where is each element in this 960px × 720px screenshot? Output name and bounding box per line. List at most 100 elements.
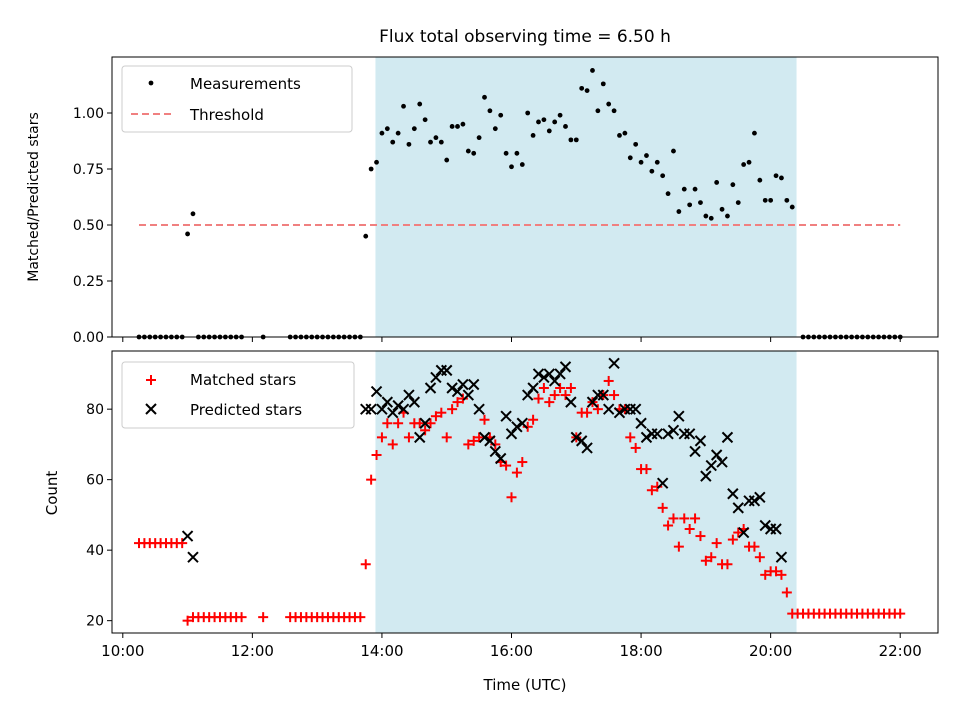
predicted-star-point <box>360 403 372 415</box>
measurement-point <box>525 110 531 116</box>
matched-star-point <box>479 414 490 425</box>
matched-star-point <box>430 411 441 422</box>
matched-star-point <box>722 559 733 570</box>
measurement-point <box>611 108 617 114</box>
y-tick-label: 20 <box>86 614 104 630</box>
matched-star-point <box>528 414 539 425</box>
predicted-star-point <box>613 406 626 419</box>
measurement-point <box>752 130 757 136</box>
measurement-point <box>773 173 779 179</box>
matched-star-point <box>560 390 571 401</box>
measurement-point <box>789 204 795 210</box>
predicted-star-point <box>365 403 377 415</box>
measurement-point <box>444 157 450 163</box>
predicted-star-point <box>581 442 593 454</box>
predicted-star-point <box>441 364 453 377</box>
matched-star-point <box>555 383 566 394</box>
matched-star-point <box>630 442 641 453</box>
measurement-point <box>487 108 493 114</box>
measurement-point <box>379 130 385 136</box>
matched-star-point <box>457 393 468 404</box>
matched-star-point <box>706 552 717 563</box>
predicted-star-point <box>403 389 415 401</box>
measurement-point <box>692 186 698 192</box>
predicted-star-point <box>494 452 507 465</box>
measurement-point <box>482 94 487 100</box>
matched-star-point <box>425 418 436 429</box>
legend-threshold-label: Threshold <box>189 106 264 124</box>
predicted-star-point <box>387 406 399 419</box>
predicted-star-point <box>570 431 582 444</box>
matched-star-point <box>749 541 760 552</box>
measurement-point <box>698 200 703 206</box>
matched-star-point <box>387 439 398 450</box>
predicted-star-point <box>683 428 696 440</box>
bottom-legend: Matched stars Predicted stars <box>121 361 355 429</box>
measurement-point <box>719 206 725 212</box>
x-tick-label: 14:00 <box>360 642 403 660</box>
measurement-point <box>455 124 460 129</box>
measurement-point <box>498 112 504 118</box>
matched-star-point <box>511 467 522 478</box>
matched-star-point <box>436 407 447 418</box>
measurement-point <box>638 159 644 165</box>
predicted-star-point <box>597 389 609 401</box>
matched-star-point <box>403 432 414 443</box>
matched-star-point <box>441 432 452 443</box>
measurement-point <box>708 215 714 221</box>
measurement-point <box>509 164 514 170</box>
measurement-point <box>563 124 568 129</box>
measurement-point <box>714 180 720 185</box>
measurement-point <box>681 186 687 192</box>
matched-star-point <box>522 421 533 432</box>
matched-star-point <box>668 513 679 524</box>
measurement-point <box>368 166 374 172</box>
bottom-legend-box <box>121 361 355 429</box>
matched-star-point <box>695 531 706 542</box>
predicted-star-point <box>419 417 431 429</box>
top-chart-title: Flux total observing time = 6.50 h <box>379 27 671 47</box>
predicted-star-point <box>748 495 761 507</box>
predicted-star-point <box>478 431 491 444</box>
measurement-point <box>536 119 541 125</box>
predicted-star-point <box>608 357 620 370</box>
legend-matched-marker <box>146 375 156 385</box>
measurement-point <box>417 101 423 107</box>
matched-star-point <box>760 569 771 580</box>
top-panel: 0.00 0.25 0.50 0.75 1.00 Flux total observin… <box>26 27 939 346</box>
measurement-point <box>617 133 622 138</box>
measurement-point <box>676 209 682 214</box>
measurement-point <box>768 197 774 203</box>
matched-star-point <box>468 435 479 446</box>
matched-star-point <box>776 569 787 580</box>
predicted-star-point <box>414 431 426 444</box>
predicted-star-point <box>689 445 701 458</box>
predicted-star-point <box>473 403 485 415</box>
measurement-point <box>660 173 666 179</box>
y-tick-label: 0.00 <box>73 330 104 346</box>
matched-star-point <box>663 520 674 531</box>
measurement-point <box>687 202 693 208</box>
predicted-star-point <box>727 488 739 500</box>
predicted-star-point <box>392 399 404 412</box>
matched-star-point <box>700 555 711 566</box>
matched-star-point <box>603 375 614 386</box>
predicted-star-point <box>694 435 707 447</box>
bottom-observing-window-shade <box>375 351 797 633</box>
matched-star-point <box>393 418 404 429</box>
predicted-star-point <box>721 431 734 444</box>
matched-star-point <box>582 407 593 418</box>
measurement-point <box>449 124 455 129</box>
matched-star-point <box>517 457 528 468</box>
predicted-star-point <box>737 526 750 539</box>
legend-matched-label: Matched stars <box>190 371 296 389</box>
matched-star-point <box>690 513 701 524</box>
measurement-point <box>649 168 655 174</box>
predicted-star-point <box>527 382 539 394</box>
x-tick-label: 22:00 <box>879 642 922 660</box>
matched-star-point <box>592 404 603 415</box>
top-x-ticks <box>122 337 901 342</box>
measurement-point <box>735 200 741 206</box>
matched-star-point <box>258 612 269 623</box>
predicted-star-point <box>446 382 458 394</box>
